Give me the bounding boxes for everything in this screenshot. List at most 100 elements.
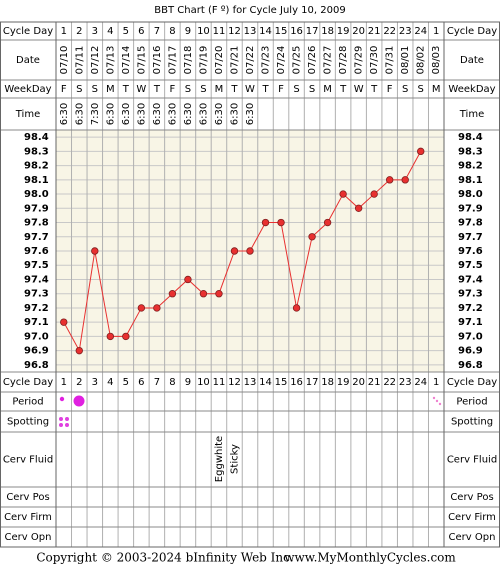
weekday: W	[136, 84, 146, 95]
time: 6:30	[152, 103, 163, 125]
cycle-day: 6	[138, 26, 144, 37]
time: 6:30	[245, 103, 256, 125]
cycle-day: 6	[138, 377, 144, 388]
y-tick-label: 98.2	[458, 161, 483, 172]
time: 6:30	[198, 103, 209, 125]
date: 07/31	[385, 46, 396, 75]
cycle-day: 16	[290, 26, 303, 37]
weekday: S	[76, 84, 82, 95]
weekday: T	[230, 84, 238, 95]
period-icon	[73, 395, 85, 407]
row-label: Cerv Fluid	[447, 455, 497, 466]
weekday: S	[309, 84, 315, 95]
cycle-day: 11	[213, 26, 226, 37]
row-label: Time	[459, 109, 484, 120]
time: 6:30	[74, 103, 85, 125]
cycle-day: 3	[92, 26, 98, 37]
cycle-day: 12	[228, 26, 241, 37]
y-tick-label: 98.0	[24, 189, 49, 200]
time: 6:30	[167, 103, 178, 125]
y-tick-label: 97.4	[24, 274, 49, 285]
row-label: WeekDay	[4, 84, 51, 95]
date: 07/15	[136, 46, 147, 75]
cycle-day: 12	[228, 377, 241, 388]
time: 6:30	[59, 103, 70, 125]
temperature-point	[215, 290, 223, 298]
row-label: WeekDay	[448, 84, 495, 95]
period-icon	[59, 396, 65, 402]
cycle-day: 13	[244, 26, 257, 37]
cycle-day: 9	[185, 377, 191, 388]
cerv-fluid: Eggwhite	[214, 436, 225, 482]
date: 07/16	[152, 46, 163, 75]
weekday: S	[402, 84, 408, 95]
temperature-point	[122, 332, 130, 341]
y-tick-label: 97.9	[458, 203, 483, 214]
temperature-point	[308, 233, 316, 241]
y-tick-label: 97.4	[458, 274, 483, 285]
temperature-point	[184, 275, 192, 284]
cycle-day: 17	[306, 26, 319, 37]
cycle-day: 20	[352, 26, 365, 37]
weekday: T	[261, 84, 269, 95]
date: 07/22	[245, 46, 256, 75]
y-tick-label: 98.0	[458, 189, 483, 200]
cycle-day: 8	[169, 377, 175, 388]
date: 07/13	[105, 46, 116, 75]
y-tick-label: 97.6	[24, 246, 49, 257]
row-label: Period	[12, 397, 43, 408]
date: 08/02	[416, 46, 427, 75]
date: 07/12	[90, 46, 101, 75]
cycle-day: 9	[185, 26, 191, 37]
cycle-day: 1	[433, 26, 439, 37]
weekday: M	[215, 84, 224, 95]
weekday: S	[293, 84, 299, 95]
period-icon	[438, 402, 442, 406]
row-label: Cerv Opn	[449, 532, 496, 543]
cycle-day: 17	[306, 377, 319, 388]
temperature-point	[75, 346, 83, 355]
weekday: T	[370, 84, 378, 95]
period-icon	[432, 396, 436, 400]
row-label: Cerv Pos	[6, 492, 49, 503]
y-tick-label: 97.0	[458, 331, 483, 342]
row-label: Cycle Day	[3, 26, 53, 37]
y-tick-label: 97.5	[24, 260, 49, 271]
weekday: W	[354, 84, 364, 95]
cycle-day: 19	[337, 377, 350, 388]
cycle-day: 23	[399, 377, 412, 388]
weekday: T	[153, 84, 161, 95]
temperature-point	[323, 218, 332, 227]
date: 07/26	[307, 46, 318, 75]
weekday: F	[170, 84, 176, 95]
row-label: Spotting	[7, 417, 49, 428]
temperature-point	[339, 190, 347, 198]
weekday: T	[122, 84, 130, 95]
cycle-day: 24	[414, 377, 427, 388]
temperature-point	[401, 176, 409, 184]
y-tick-label: 96.9	[458, 346, 483, 357]
y-tick-label: 98.1	[24, 175, 49, 186]
row-label: Period	[456, 397, 487, 408]
spotting-icon	[59, 423, 63, 427]
weekday: F	[61, 84, 67, 95]
y-tick-label: 96.8	[458, 360, 483, 371]
row-label: Cycle Day	[3, 377, 53, 388]
cycle-day: 13	[244, 377, 257, 388]
weekday: S	[418, 84, 424, 95]
date: 07/25	[292, 46, 303, 75]
cycle-day: 2	[76, 26, 82, 37]
weekday: M	[106, 84, 115, 95]
weekday: M	[432, 84, 441, 95]
cycle-day: 22	[383, 377, 396, 388]
cycle-day: 2	[76, 377, 82, 388]
y-tick-label: 97.1	[24, 317, 49, 328]
date: 07/17	[167, 46, 178, 75]
cycle-day: 15	[275, 26, 288, 37]
cycle-day: 5	[123, 26, 129, 37]
weekday: F	[387, 84, 393, 95]
weekday: S	[92, 84, 98, 95]
site-link: www.MyMonthlyCycles.com	[284, 551, 456, 565]
date: 07/29	[354, 46, 365, 75]
y-tick-label: 97.3	[458, 289, 483, 300]
